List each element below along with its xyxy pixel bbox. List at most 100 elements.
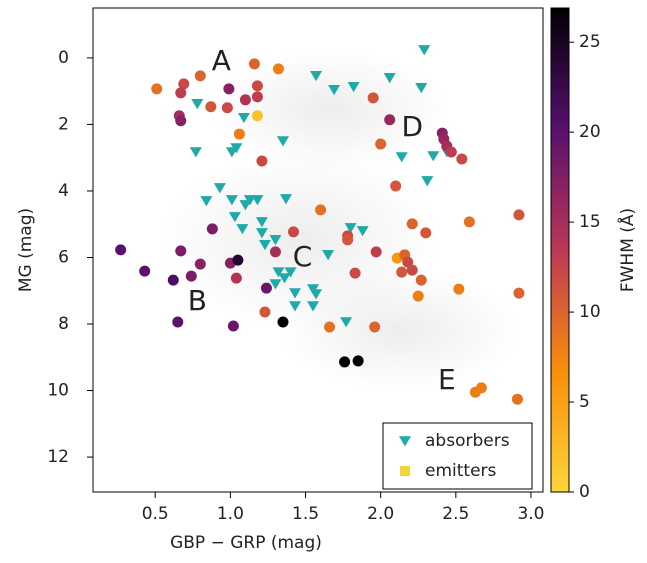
emitter-point xyxy=(251,80,263,92)
colorbar-tick-label: 10 xyxy=(579,302,601,322)
emitter-point xyxy=(175,87,187,99)
legend-label: absorbers xyxy=(425,431,510,451)
emitter-point xyxy=(396,266,408,278)
region-label: D xyxy=(401,110,423,143)
region-label: B xyxy=(188,284,207,317)
emitter-point xyxy=(324,321,336,333)
emitter-point xyxy=(272,63,284,75)
absorber-point xyxy=(340,317,353,328)
y-axis-label: MG (mag) xyxy=(16,208,36,292)
absorber-point xyxy=(278,273,291,284)
emitter-point xyxy=(248,58,260,70)
emitter-point xyxy=(384,114,396,126)
emitter-point xyxy=(178,78,190,90)
region-label: C xyxy=(293,240,313,273)
colorbar-tick-label: 25 xyxy=(579,32,601,52)
absorber-point xyxy=(356,226,369,237)
absorber-point xyxy=(383,73,396,84)
emitter-point xyxy=(369,321,381,333)
emitter-point xyxy=(406,264,418,276)
absorber-point xyxy=(395,152,408,163)
absorber-point xyxy=(255,217,268,228)
x-tick-label: 2.0 xyxy=(367,504,394,524)
absorber-point xyxy=(255,228,268,239)
colorbar-tick-label: 0 xyxy=(579,482,590,502)
emitter-point xyxy=(349,267,361,279)
emitter-point xyxy=(232,254,244,266)
x-tick-label: 2.5 xyxy=(442,504,469,524)
emitter-point xyxy=(223,83,235,95)
emitter-point xyxy=(239,94,251,106)
absorber-point xyxy=(225,195,238,206)
region-label: A xyxy=(212,44,231,77)
x-tick-label: 1.5 xyxy=(292,504,319,524)
legend-marker xyxy=(399,436,411,447)
absorber-point xyxy=(427,151,440,162)
absorber-point xyxy=(307,301,320,312)
emitter-point xyxy=(445,146,457,158)
emitter-point xyxy=(151,83,163,95)
absorber-point xyxy=(310,289,323,300)
y-tick-label: 10 xyxy=(47,381,69,401)
absorber-point xyxy=(415,83,428,94)
emitter-point xyxy=(513,287,525,299)
plot-frame xyxy=(92,7,544,493)
emitter-point xyxy=(415,274,427,286)
y-tick-label: 2 xyxy=(58,114,69,134)
absorber-point xyxy=(191,99,204,110)
colorbar-tick-label: 20 xyxy=(579,122,601,142)
absorber-point xyxy=(251,195,264,206)
absorber-point xyxy=(236,224,249,235)
y-tick-label: 0 xyxy=(58,48,69,68)
emitter-point xyxy=(259,306,271,318)
legend-marker xyxy=(400,466,410,476)
absorber-point xyxy=(243,195,256,206)
emitter-point xyxy=(277,316,289,328)
emitter-point xyxy=(511,393,523,405)
emitter-point xyxy=(185,270,197,282)
x-tick-label: 1.0 xyxy=(217,504,244,524)
absorber-point xyxy=(284,267,297,278)
emitter-point xyxy=(370,246,382,258)
emitter-point xyxy=(412,290,424,302)
emitter-point xyxy=(251,110,263,122)
emitter-point xyxy=(206,223,218,235)
absorber-point xyxy=(322,250,335,261)
legend-label: emitters xyxy=(425,461,497,481)
emitter-point xyxy=(402,256,414,268)
emitter-point xyxy=(172,316,184,328)
emitter-point xyxy=(233,128,245,140)
emitter-point xyxy=(463,216,475,228)
absorber-point xyxy=(237,112,250,124)
y-tick-label: 4 xyxy=(58,181,69,201)
absorber-point xyxy=(279,194,292,205)
absorber-point xyxy=(310,71,323,82)
emitter-point xyxy=(256,155,268,167)
y-tick-label: 8 xyxy=(58,314,69,334)
emitter-point xyxy=(167,274,179,286)
emitter-point xyxy=(342,234,354,246)
absorber-point xyxy=(230,143,243,154)
emitter-point xyxy=(420,227,432,239)
legend: absorbers emitters xyxy=(382,422,533,490)
absorber-point xyxy=(189,147,202,158)
emitter-point xyxy=(175,245,187,257)
emitter-point xyxy=(390,180,402,192)
y-tick-label: 6 xyxy=(58,247,69,267)
emitter-point xyxy=(251,91,263,103)
colorbar-tick-label: 5 xyxy=(579,392,590,412)
y-tick-label: 12 xyxy=(47,447,69,467)
region-label: E xyxy=(438,363,456,396)
emitter-point xyxy=(513,209,525,221)
emitter-point xyxy=(269,246,281,258)
emitter-point xyxy=(456,153,468,165)
emitter-point xyxy=(194,70,206,82)
emitter-point xyxy=(139,265,151,277)
absorber-point xyxy=(200,196,213,207)
absorber-point xyxy=(289,288,302,299)
x-tick-label: 0.5 xyxy=(142,504,169,524)
emitter-point xyxy=(288,226,300,238)
emitter-point xyxy=(406,218,418,230)
absorber-point xyxy=(344,223,357,234)
